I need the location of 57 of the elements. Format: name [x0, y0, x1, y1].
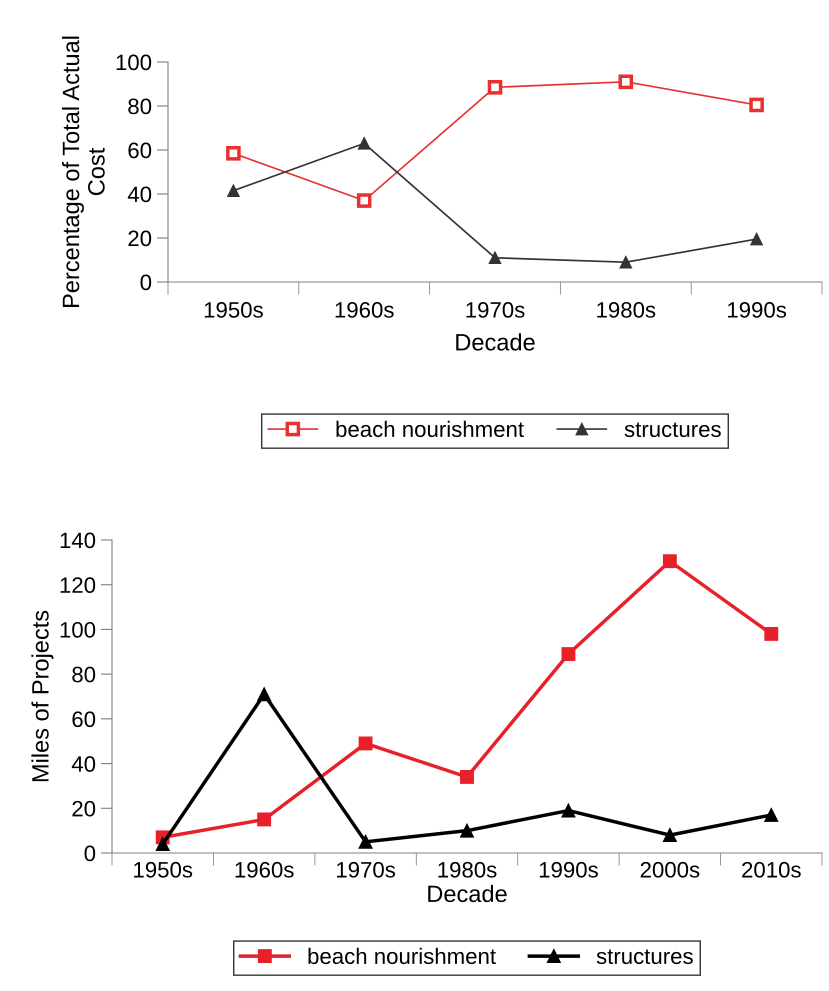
x-tick-label: 1950s: [134, 862, 192, 878]
point: [662, 554, 677, 568]
y-tick-label: 20: [128, 230, 152, 246]
y-tick-label: 60: [72, 711, 96, 728]
legend-label: beach nourishment: [336, 420, 524, 438]
x-tick-label: 1990s: [540, 862, 598, 878]
x-tick-label: 1960s: [236, 862, 294, 878]
y-tick-label: 60: [128, 142, 152, 158]
y-tick-label: 40: [128, 186, 152, 202]
x-axis-title: Decade: [456, 333, 535, 351]
x-tick-label: 1980s: [597, 302, 656, 318]
point: [358, 736, 373, 750]
x-tick-label: 1960s: [336, 302, 394, 318]
point: [764, 808, 778, 822]
x-tick-label: 2010s: [742, 862, 801, 878]
point: [662, 828, 677, 842]
legend-label: structures: [596, 950, 693, 964]
y-tick-label: 0: [84, 846, 96, 862]
point: [764, 626, 778, 641]
x-tick-label: 1970s: [466, 302, 524, 318]
point: [750, 232, 763, 246]
y-tick-label: 20: [72, 800, 96, 817]
point: [356, 193, 372, 208]
point: [460, 770, 474, 784]
point: [257, 687, 272, 702]
point: [488, 252, 502, 264]
point: [620, 256, 632, 268]
x-axis-title: Decade: [428, 884, 507, 902]
y-tick-label: 40: [72, 756, 96, 772]
x-tick-label: 1950s: [204, 302, 263, 318]
y-tick-label: 120: [60, 577, 96, 593]
x-tick-label: 1980s: [438, 862, 496, 878]
point: [460, 824, 474, 838]
point: [749, 98, 764, 112]
y-axis-title: Miles of Projects: [31, 610, 54, 782]
y-tick-label: 80: [72, 666, 96, 682]
x-tick-label: 1990s: [728, 302, 786, 318]
point: [257, 812, 272, 826]
legend-label: beach nourishment: [308, 948, 496, 964]
y-tick-label: 100: [116, 54, 152, 70]
point: [358, 137, 370, 150]
x-tick-label: 2000s: [640, 862, 700, 878]
point: [488, 80, 502, 95]
y-tick-label: 140: [60, 532, 96, 548]
point: [226, 146, 241, 161]
legend-label: structures: [624, 422, 721, 438]
y-tick-label: 80: [128, 98, 152, 114]
x-tick-label: 1970s: [336, 862, 396, 878]
point: [156, 837, 170, 851]
y-tick-label: 100: [60, 622, 96, 638]
point: [227, 184, 240, 197]
point: [561, 804, 576, 818]
point: [561, 647, 576, 661]
point: [618, 74, 634, 90]
point: [358, 834, 373, 849]
y-axis-title: Percentage of Total Actual Cost: [62, 36, 105, 308]
y-tick-label: 0: [140, 274, 152, 290]
